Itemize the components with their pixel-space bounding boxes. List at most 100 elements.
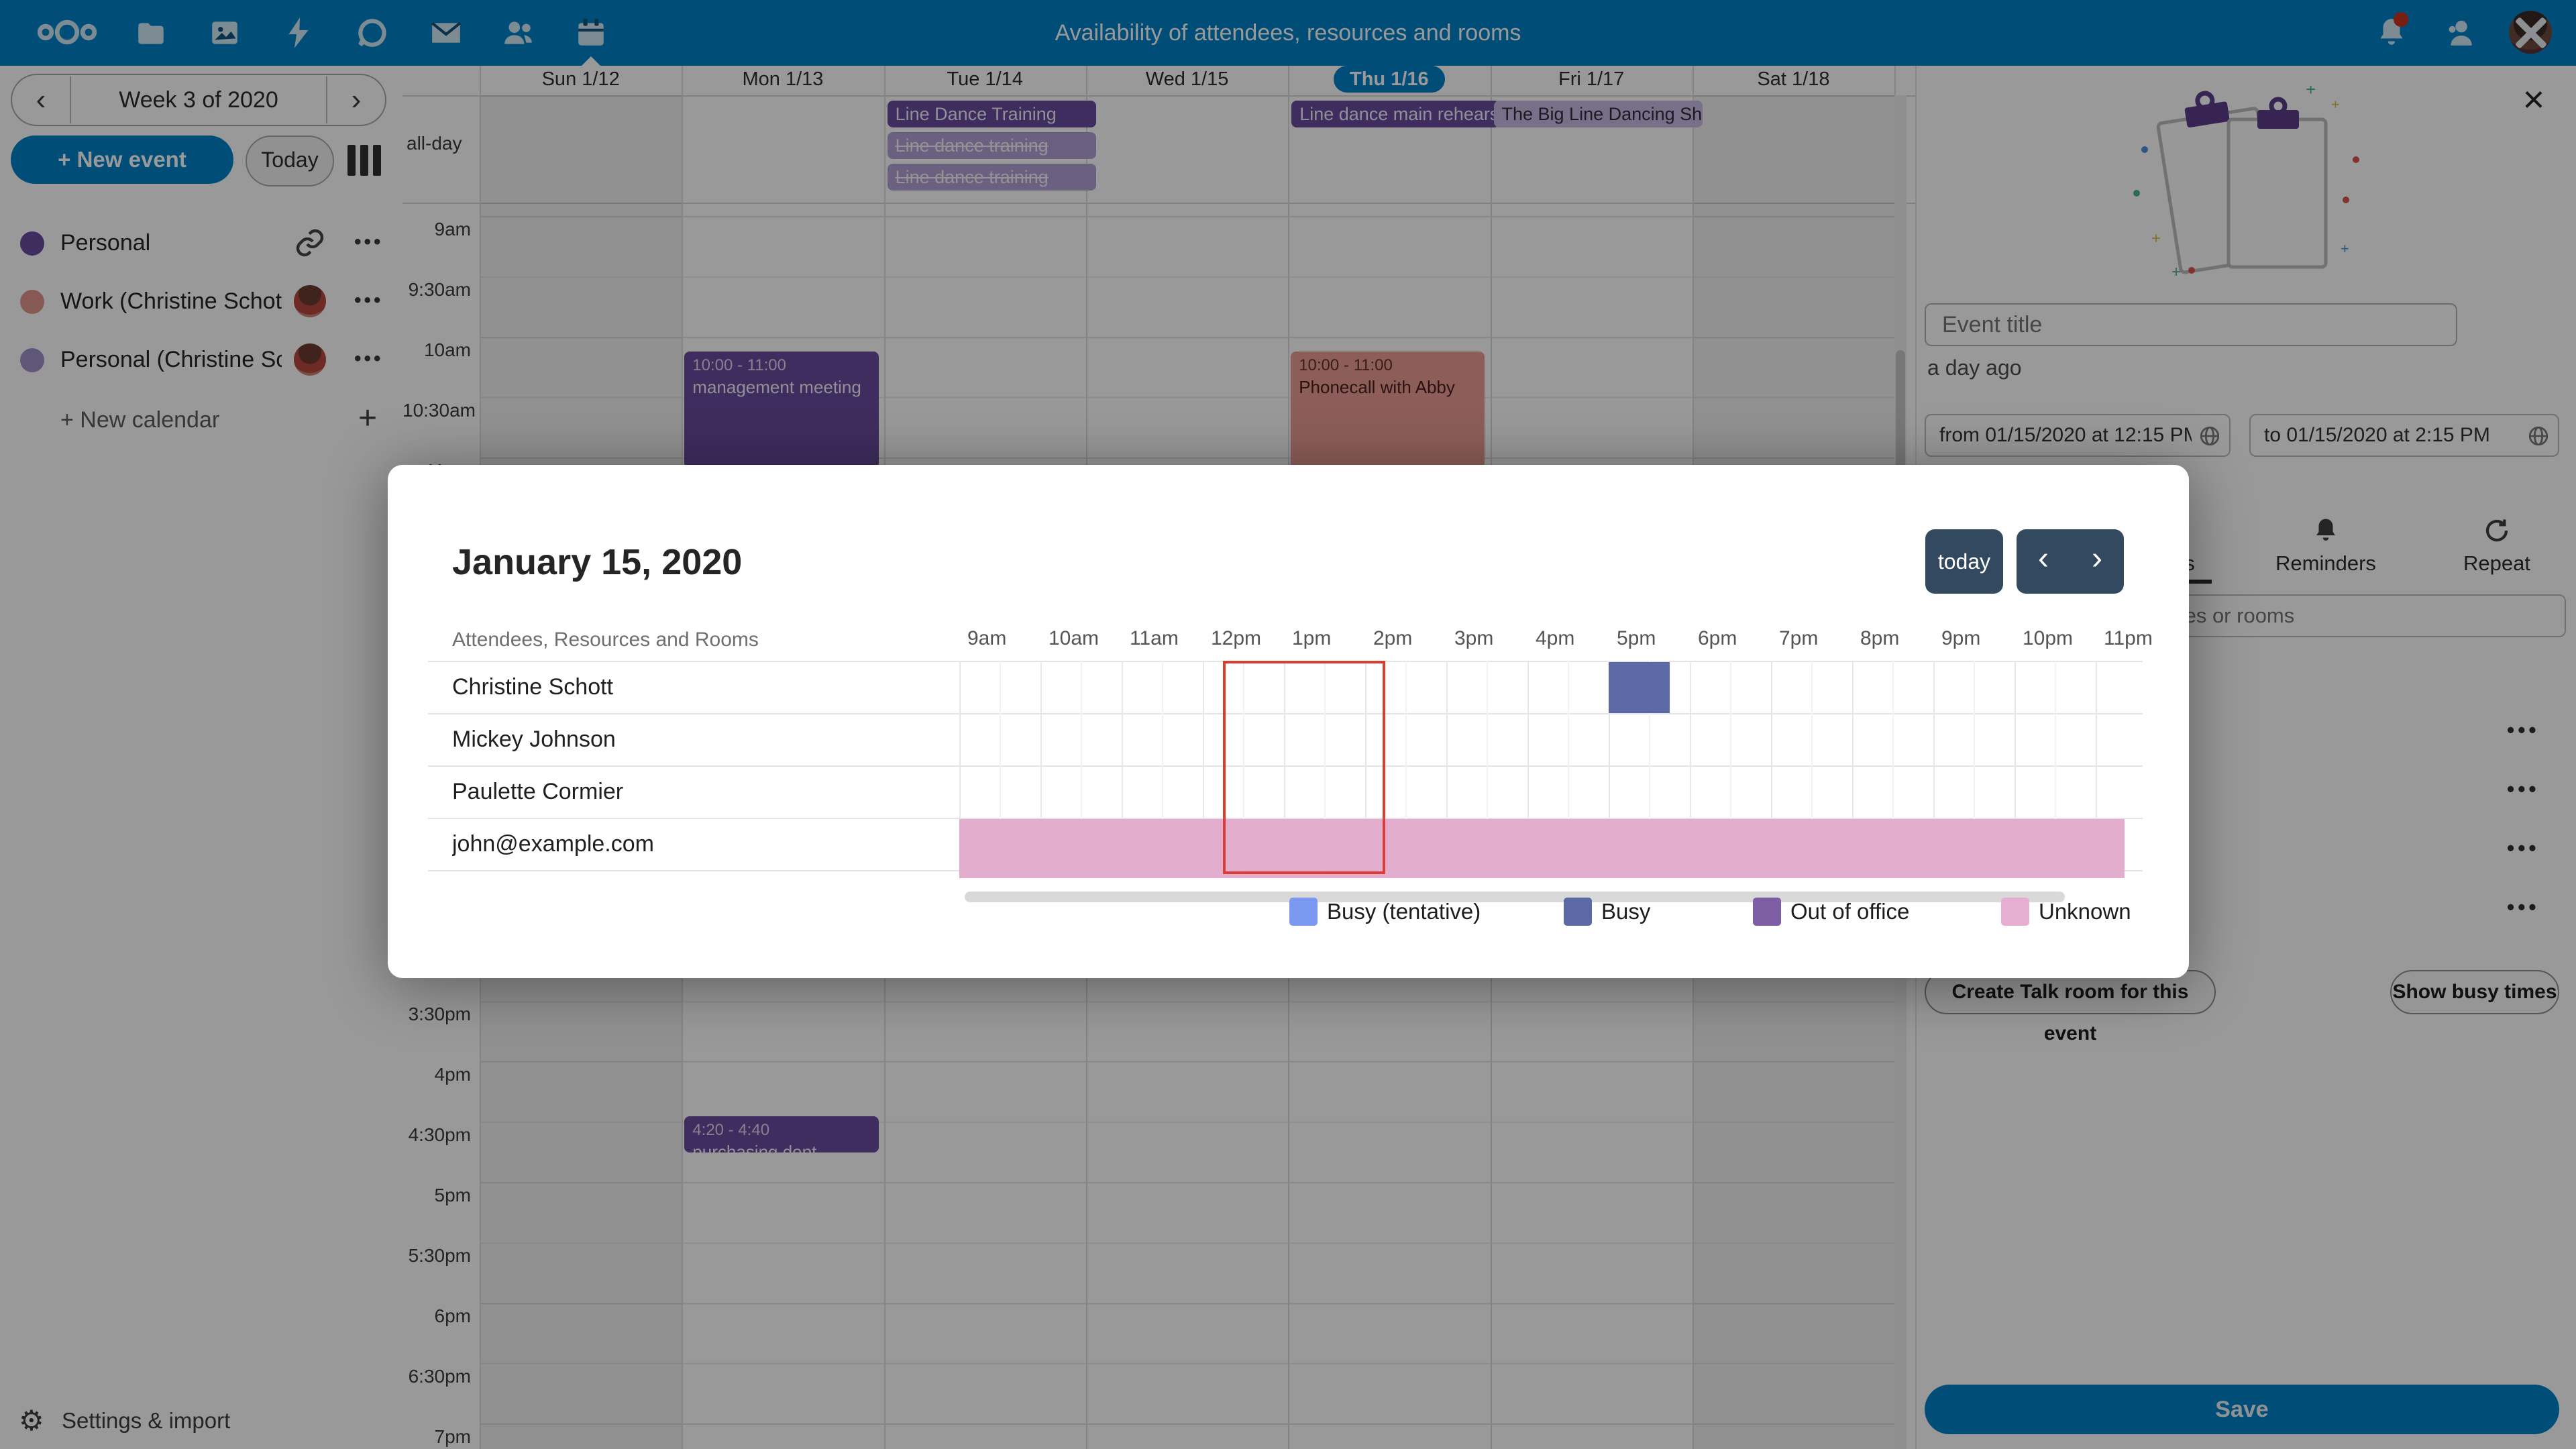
time-gutter-label: 6pm [434, 1305, 471, 1326]
calendar-name: Personal (Christine Scho… [60, 347, 282, 372]
all-day-event[interactable]: Line dance training [887, 132, 1096, 159]
modal-today-button[interactable]: today [1925, 529, 2003, 594]
tab-repeat[interactable]: Repeat [2423, 517, 2571, 590]
svg-text:+: + [2151, 229, 2161, 248]
calendar-actions-menu[interactable]: ••• [354, 231, 384, 253]
new-calendar-label[interactable]: + New calendar [60, 407, 220, 433]
calendar-actions-menu[interactable]: ••• [354, 289, 384, 311]
availability-grid[interactable] [959, 661, 2125, 878]
show-busy-times-button[interactable]: Show busy times [2390, 970, 2559, 1014]
event-end-input[interactable] [2249, 414, 2559, 457]
calendar-actions-menu[interactable]: ••• [354, 347, 384, 370]
calendar-list-item[interactable]: Personal (Christine Scho… ••• [0, 339, 402, 380]
legend-swatch [1753, 898, 1781, 926]
event-start-input[interactable] [1925, 414, 2231, 457]
nextcloud-logo-icon[interactable] [35, 16, 99, 50]
next-day-button[interactable]: › [2092, 541, 2102, 576]
activity-icon[interactable] [282, 16, 315, 50]
timezone-globe-icon[interactable] [2198, 425, 2221, 447]
modal-hour-label: 8pm [1860, 627, 1900, 649]
week-navigation: ‹ Week 3 of 2020 › [11, 74, 386, 126]
settings-row[interactable]: ⚙ Settings & import [19, 1401, 394, 1441]
attendee-name: Christine Schott [452, 674, 613, 700]
day-header[interactable]: Fri 1/17 [1558, 68, 1625, 90]
all-day-event[interactable]: Line dance main rehearsal [1291, 101, 1501, 127]
timezone-globe-icon[interactable] [2527, 425, 2550, 447]
legend-label: Busy [1601, 899, 1651, 924]
day-header[interactable]: Mon 1/13 [742, 68, 824, 90]
new-event-button[interactable]: + New event [11, 136, 233, 184]
new-calendar-row[interactable]: + New calendar + [0, 400, 402, 440]
attendee-actions-menu[interactable]: ••• [2507, 718, 2540, 742]
plus-icon[interactable]: + [358, 400, 378, 436]
day-header[interactable]: Tue 1/14 [947, 68, 1023, 90]
modal-hour-label: 7pm [1779, 627, 1819, 649]
calendar-event[interactable]: 4:20 - 4:40 purchasing dept [684, 1116, 879, 1153]
calendar-list-item[interactable]: Personal ••• [0, 223, 402, 263]
calendar-color-dot [20, 231, 44, 256]
day-header[interactable]: Sun 1/12 [541, 68, 620, 90]
last-modified-label: a day ago [1927, 356, 2022, 380]
modal-horizontal-scrollbar[interactable] [965, 892, 2065, 902]
legend-swatch [1289, 898, 1318, 926]
event-time: 10:00 - 11:00 [1299, 356, 1393, 374]
attendee-actions-menu[interactable]: ••• [2507, 777, 2540, 801]
calendar-event[interactable]: 10:00 - 11:00 Phonecall with Abby [1291, 352, 1485, 468]
modal-hour-label: 9am [967, 627, 1007, 649]
user-avatar[interactable] [2509, 11, 2552, 54]
mail-icon[interactable] [429, 16, 463, 50]
previous-day-button[interactable]: ‹ [2038, 541, 2049, 576]
files-icon[interactable] [134, 16, 168, 50]
time-gutter-label: 3:30pm [408, 1004, 471, 1024]
time-gutter-label: 7pm [434, 1426, 471, 1447]
talk-icon[interactable] [356, 16, 389, 50]
photos-icon[interactable] [208, 16, 241, 50]
week-view-toggle-icon[interactable] [347, 145, 382, 176]
modal-hour-label: 12pm [1211, 627, 1262, 649]
time-gutter-label: 10:30am [402, 400, 476, 421]
attendee-actions-menu[interactable]: ••• [2507, 836, 2540, 860]
event-time-selection[interactable] [1223, 661, 1386, 874]
attendee-actions-menu[interactable]: ••• [2507, 895, 2540, 919]
day-header[interactable]: Sat 1/18 [1757, 68, 1830, 90]
contacts-menu-icon[interactable] [2443, 16, 2477, 50]
day-header[interactable]: Wed 1/15 [1145, 68, 1229, 90]
legend-item: Busy [1564, 898, 1785, 927]
settings-label[interactable]: Settings & import [62, 1408, 231, 1433]
all-day-event[interactable]: Line Dance Training [887, 101, 1096, 127]
close-icon[interactable]: × [2522, 78, 2545, 120]
legend-label: Unknown [2039, 899, 2131, 924]
event-illustration: + + + + + [2133, 86, 2359, 281]
all-day-event[interactable]: The Big Line Dancing Show [1493, 101, 1703, 127]
contacts-icon[interactable] [502, 16, 535, 50]
avatar [294, 343, 326, 376]
calendar-icon[interactable] [574, 16, 608, 50]
notifications-bell-icon[interactable] [2375, 12, 2408, 50]
today-button[interactable]: Today [246, 136, 334, 186]
legend-item: Busy (tentative) [1289, 898, 1511, 927]
time-gutter-label: 9:30am [408, 279, 471, 300]
event-time: 4:20 - 4:40 [692, 1120, 770, 1139]
all-day-label: all-day [407, 133, 462, 154]
save-button[interactable]: Save [1925, 1385, 2559, 1434]
day-header[interactable]: Thu 1/16 [1288, 66, 1490, 95]
page-title: Availability of attendees, resources and… [1055, 20, 1521, 46]
all-day-event[interactable]: Line dance training [887, 164, 1096, 191]
next-week-button[interactable]: › [351, 83, 362, 116]
active-app-indicator [582, 56, 600, 66]
reminder-bell-icon [2252, 517, 2400, 547]
share-link-icon [294, 227, 326, 259]
modal-hour-label: 9pm [1941, 627, 1981, 649]
svg-text:+: + [2171, 263, 2181, 281]
calendar-event[interactable]: 10:00 - 11:00 management meeting [684, 352, 879, 468]
week-label[interactable]: Week 3 of 2020 [70, 76, 327, 123]
time-gutter-label: 4pm [434, 1064, 471, 1085]
modal-hour-label: 11am [1130, 627, 1179, 649]
event-title: management meeting [692, 377, 861, 397]
previous-week-button[interactable]: ‹ [36, 83, 46, 116]
calendar-list-item[interactable]: Work (Christine Schott) ••• [0, 281, 402, 321]
modal-day-nav: ‹ › [2017, 529, 2124, 594]
event-title-input[interactable] [1925, 303, 2457, 346]
tab-reminders[interactable]: Reminders [2252, 517, 2400, 590]
